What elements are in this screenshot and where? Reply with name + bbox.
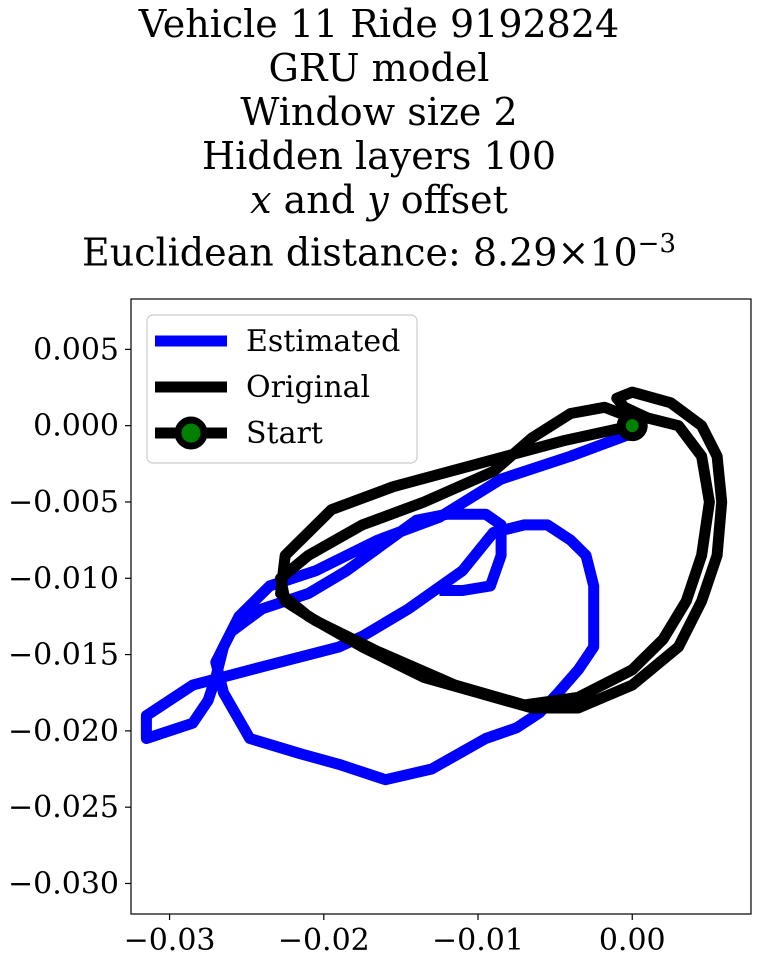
y-tick-label: −0.020 [8, 714, 119, 749]
title-var-y: y [367, 178, 389, 222]
title-line-6: Euclidean distance: 8.29×10−3 [0, 222, 758, 275]
y-tick-label: −0.030 [8, 866, 119, 901]
title-distance-value: Euclidean distance: 8.29 [82, 230, 558, 275]
x-tick-label: −0.01 [432, 923, 524, 958]
title-exponent: −3 [637, 229, 676, 259]
title-times: × [557, 230, 590, 275]
series-line-original [275, 386, 728, 714]
title-line-2: GRU model [268, 46, 490, 90]
title-line-1: Vehicle 11 Ride 9192824 [138, 2, 620, 46]
title-line-5: x and y offset [0, 178, 758, 222]
legend-frame [146, 314, 418, 464]
start-marker [616, 410, 648, 442]
legend-start-label: Start [246, 416, 323, 451]
x-tick-label: −0.03 [124, 923, 216, 958]
series-line-estimated [140, 428, 635, 786]
title-base: 10 [589, 230, 638, 275]
x-tick-label: 0.00 [599, 923, 666, 958]
y-tick-label: −0.005 [8, 485, 119, 520]
title-offset: offset [388, 178, 508, 222]
legend-estimated-label: Estimated [246, 324, 400, 359]
title-line-3: Window size 2 [240, 90, 518, 134]
y-tick-label: −0.010 [8, 561, 119, 596]
chart-title: Vehicle 11 Ride 9192824 GRU model Window… [0, 2, 758, 275]
legend-start-marker [174, 416, 208, 450]
series-layer [140, 386, 728, 786]
y-tick-label: −0.015 [8, 638, 119, 673]
title-var-x: x [250, 178, 272, 222]
legend-original-label: Original [246, 370, 370, 405]
axis-layer: −0.03 −0.02 −0.01 0.00 0.005 0.000 −0.005 −0.01… [8, 332, 666, 958]
x-tick-label: −0.02 [278, 923, 370, 958]
y-tick-label: −0.025 [8, 790, 119, 825]
title-line-4: Hidden layers 100 [201, 134, 557, 178]
title-and: and [271, 178, 368, 222]
y-tick-label: 0.000 [33, 409, 119, 444]
legend: Estimated Original Start [146, 314, 418, 464]
plot-frame [130, 298, 752, 915]
y-tick-label: 0.005 [33, 332, 119, 367]
